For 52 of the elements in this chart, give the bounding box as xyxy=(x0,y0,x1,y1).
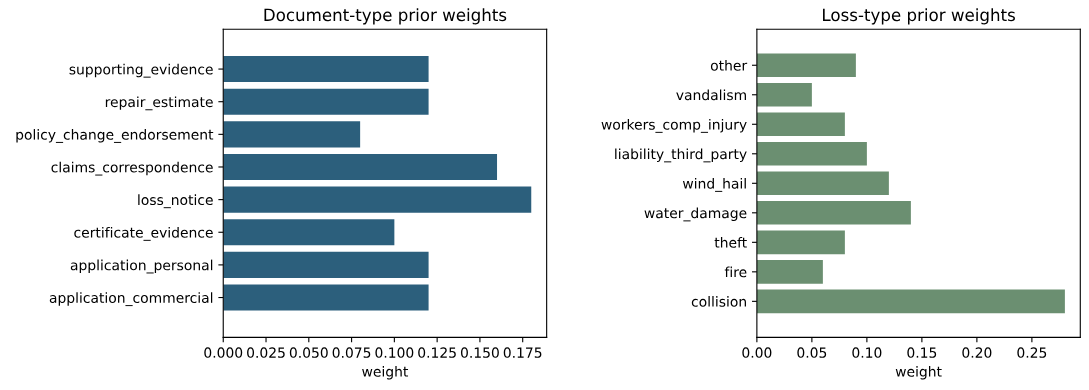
y-tick-label: application_personal xyxy=(70,259,213,274)
bar xyxy=(756,260,823,284)
x-tick-label: 0.150 xyxy=(460,347,499,358)
bar xyxy=(756,82,812,107)
y-tick-label: certificate_evidence xyxy=(74,226,213,241)
x-tick-label: 0.000 xyxy=(204,347,243,358)
chart-title: Document-type prior weights xyxy=(264,8,507,25)
bar xyxy=(223,121,361,148)
x-tick-label: 0.050 xyxy=(289,347,328,358)
bar xyxy=(223,251,429,278)
bar xyxy=(756,53,856,78)
bar xyxy=(756,201,911,225)
bar xyxy=(756,289,1065,314)
y-tick-label: fire xyxy=(724,266,747,278)
y-tick-label: liability_third_party xyxy=(615,148,747,163)
y-tick-label: loss_notice xyxy=(138,194,213,209)
bar xyxy=(756,230,845,255)
x-axis-title: weight xyxy=(362,366,409,380)
y-tick-label: repair_estimate xyxy=(105,96,213,111)
bar xyxy=(223,153,498,181)
y-tick-label: claims_correspondence xyxy=(51,161,213,176)
x-tick-label: 0.00 xyxy=(742,347,772,358)
bar xyxy=(756,141,867,166)
y-tick-label: application_commercial xyxy=(49,292,213,307)
y-tick-label: collision xyxy=(691,296,746,307)
x-tick-label: 0.075 xyxy=(332,347,371,358)
y-tick-label: vandalism xyxy=(676,89,746,101)
bar xyxy=(223,284,429,311)
x-tick-label: 0.025 xyxy=(247,347,285,358)
chart-title: Loss-type prior weights xyxy=(823,8,1015,25)
bar xyxy=(223,219,395,246)
bar xyxy=(223,56,429,83)
x-tick-label: 0.100 xyxy=(375,347,414,358)
x-tick-label: 0.175 xyxy=(503,347,542,358)
x-tick-label: 0.15 xyxy=(907,347,937,358)
bar xyxy=(756,112,845,137)
y-tick-label: policy_change_endorsement xyxy=(16,129,214,143)
y-tick-label: wind_hail xyxy=(682,178,746,192)
y-tick-label: supporting_evidence xyxy=(69,63,213,78)
bar xyxy=(756,171,889,196)
y-tick-label: other xyxy=(710,59,748,71)
y-tick-label: theft xyxy=(714,237,747,248)
bar xyxy=(223,186,532,213)
y-tick-label: water_damage xyxy=(644,207,747,222)
x-tick-label: 0.25 xyxy=(1017,347,1047,358)
x-tick-label: 0.10 xyxy=(852,347,882,358)
x-tick-label: 0.05 xyxy=(797,347,827,358)
x-axis-title: weight xyxy=(895,366,942,380)
x-tick-label: 0.125 xyxy=(418,347,456,358)
bar xyxy=(223,88,429,115)
y-tick-label: workers_comp_injury xyxy=(601,119,747,133)
x-tick-label: 0.20 xyxy=(962,347,992,358)
